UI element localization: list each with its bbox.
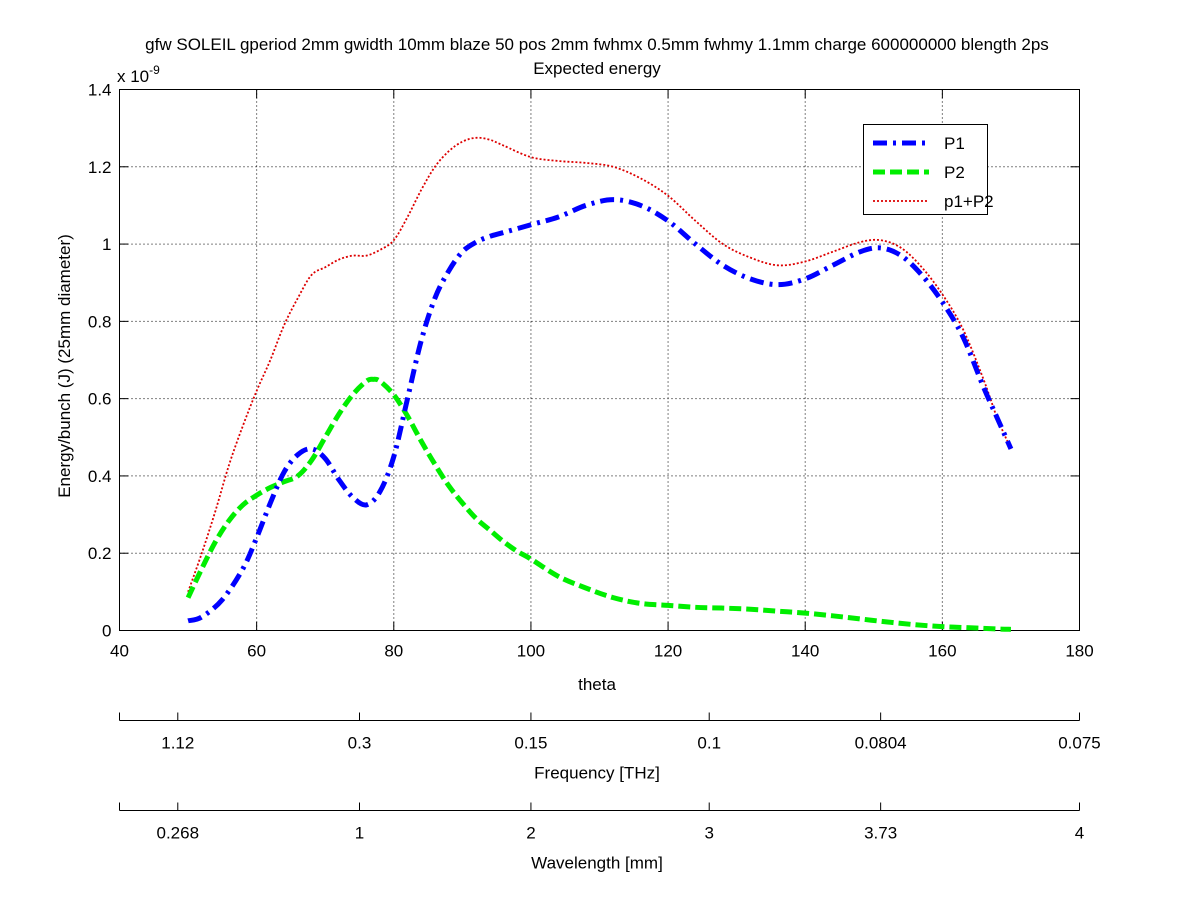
y-axis-title: Energy/bunch (J) (25mm diameter) (55, 234, 74, 498)
y-tick-label: 1.2 (88, 158, 112, 177)
series-layer (185, 136, 1014, 632)
extra-axis-tick-label: 4 (1075, 824, 1084, 843)
extra-axis-tick-label: 0.268 (157, 824, 200, 843)
x-tick-label: 140 (791, 642, 819, 661)
y-tick-label: 1.4 (88, 81, 112, 100)
extra-axis-tick-label: 1 (355, 824, 364, 843)
y-tick-label: 0.4 (88, 467, 112, 486)
extra-axis-tick-label: 0.15 (514, 734, 547, 753)
y-exponent-power: -9 (149, 63, 160, 77)
x-tick-label: 80 (384, 642, 403, 661)
x-tick-label: 160 (928, 642, 956, 661)
y-tick-label: 0.8 (88, 312, 112, 331)
chart-title: gfw SOLEIL gperiod 2mm gwidth 10mm blaze… (145, 35, 1049, 54)
legend-label: P2 (944, 163, 965, 182)
legend: P1 P2 p1+P2 (863, 124, 994, 215)
series-line-p1 (187, 197, 1014, 624)
y-tick-label: 0 (102, 622, 111, 641)
extra-axis-tick-label: 0.0804 (855, 734, 907, 753)
legend-label: P1 (944, 134, 965, 153)
y-tick-label: 0.2 (88, 544, 112, 563)
y-exponent-base: x 10 (117, 67, 149, 86)
extra-axis-tick-label: 3 (704, 824, 713, 843)
extra-axis-tick-label: 3.73 (864, 824, 897, 843)
x-tick-label: 180 (1065, 642, 1093, 661)
extra-axis-tick-label: 0.1 (697, 734, 721, 753)
axis-ticks: 40 60 80 100 120 140 160 180 0 0.2 0.4 0.6 0.8 1 1.2 1.… (88, 81, 1094, 661)
x-tick-label: 60 (247, 642, 266, 661)
x-tick-label: 100 (517, 642, 545, 661)
plot-frame (119, 89, 1080, 631)
x-axis-title: theta (578, 675, 616, 694)
extra-axis-title: Wavelength [mm] (531, 854, 663, 873)
y-exponent-label: x 10-9 (117, 63, 160, 86)
extra-axis-title: Frequency [THz] (534, 764, 660, 783)
legend-label: p1+P2 (944, 192, 994, 211)
extra-axis-tick-label: 0.3 (348, 734, 372, 753)
x-tick-label: 120 (654, 642, 682, 661)
extra-axes: 1.12 0.3 0.15 0.1 0.0804 0.075 Frequency [THz]… (119, 712, 1101, 873)
chart-subtitle: Expected energy (533, 59, 661, 78)
extra-axis-tick-label: 1.12 (161, 734, 194, 753)
x-tick-label: 40 (110, 642, 129, 661)
y-tick-label: 0.6 (88, 390, 112, 409)
extra-axis-tick-label: 2 (526, 824, 535, 843)
y-tick-label: 1 (102, 235, 111, 254)
extra-axis-tick-label: 0.075 (1058, 734, 1101, 753)
series-line-p2 (185, 376, 1011, 632)
series-line-p1-p2 (187, 136, 1012, 593)
